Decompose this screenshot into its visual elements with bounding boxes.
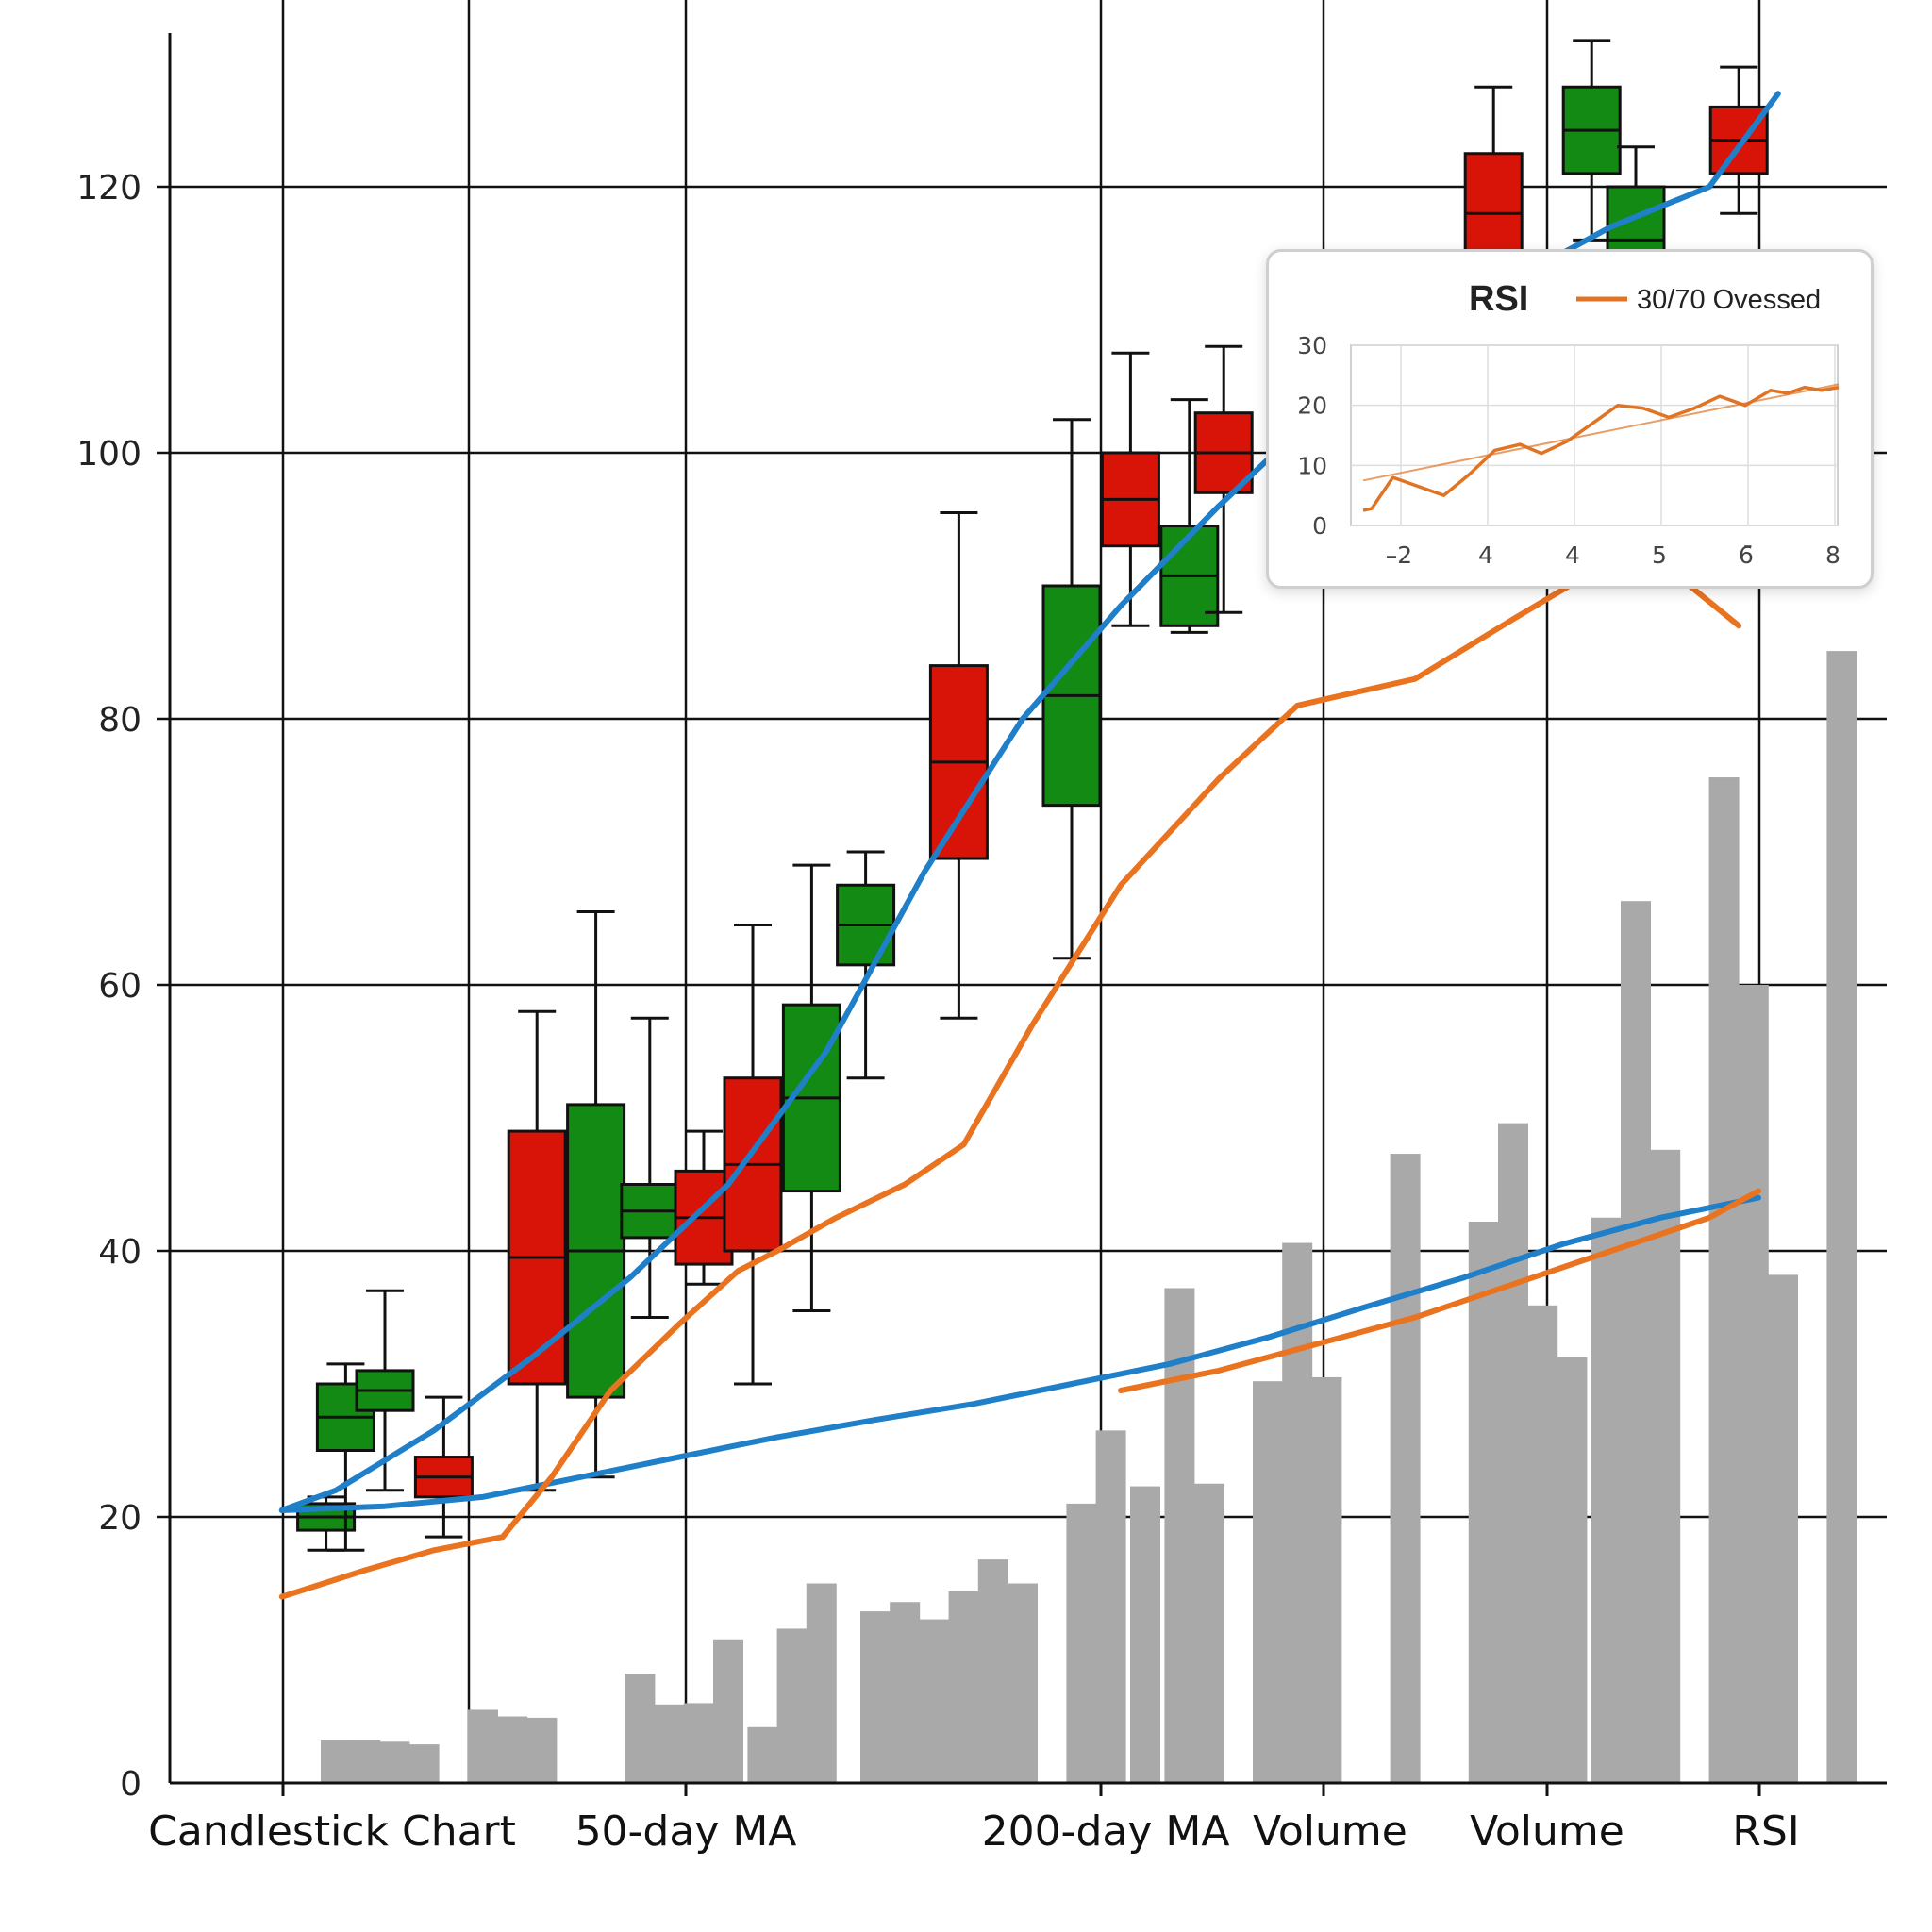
rsi-y-tick-label: 20: [1297, 392, 1327, 420]
volume-bar: [1826, 651, 1857, 1783]
volume-bar: [1468, 1221, 1499, 1783]
volume-bar: [625, 1674, 656, 1783]
x-axis-label: Candlestick Chart: [148, 1807, 516, 1856]
rsi-x-tick-label: –2: [1386, 541, 1412, 569]
rsi-inset-panel: RSI 30/70 Ovessed 0 10 20 30 –2 4 4 5 6̄ 8: [1266, 249, 1874, 589]
rsi-x-tick-label: 6̄: [1739, 541, 1754, 569]
volume-bar: [1621, 901, 1651, 1783]
volume-bar: [747, 1726, 778, 1783]
rsi-y-tick-label: 0: [1312, 512, 1327, 540]
rsi-x-tick-label: 8: [1825, 541, 1840, 569]
rsi-y-tick-label: 30: [1297, 332, 1327, 359]
rsi-lines: [1362, 383, 1840, 512]
volume-bar: [1738, 985, 1769, 1783]
volume-bar: [776, 1628, 808, 1783]
x-axis-label: Volume: [1470, 1807, 1624, 1856]
candlesticks: [296, 39, 1769, 1552]
x-axis-label: 200-day MA: [982, 1807, 1230, 1856]
volume-bar: [1253, 1381, 1283, 1783]
volume-bar: [683, 1703, 714, 1783]
volume-bar: [321, 1740, 351, 1783]
volume-bar: [497, 1716, 528, 1783]
y-tick-label: 0: [120, 1765, 142, 1804]
volume-bars: [321, 651, 1857, 1783]
volume-bar: [1008, 1583, 1038, 1783]
rsi-title: RSI: [1469, 279, 1528, 319]
y-tick-label: 20: [98, 1499, 142, 1538]
rsi-plot-frame: [1350, 344, 1839, 526]
volume-bar: [713, 1639, 743, 1783]
rsi-x-tick-label: 4: [1565, 541, 1580, 569]
candle-bullish: [315, 1362, 375, 1552]
volume-bar: [1708, 777, 1740, 1783]
volume-bar: [408, 1744, 440, 1783]
candle-bearish: [1100, 351, 1160, 627]
rsi-line: [1362, 385, 1840, 512]
candle-bullish: [781, 863, 841, 1312]
rsi-x-tick-label: 4: [1478, 541, 1493, 569]
x-axis-label: RSI: [1732, 1807, 1799, 1856]
volume-bar: [1557, 1357, 1588, 1783]
rsi-chart: RSI 30/70 Ovessed 0 10 20 30 –2 4 4 5 6̄ 8: [1297, 279, 1840, 569]
volume-bar: [1768, 1274, 1798, 1783]
volume-bar: [1130, 1486, 1160, 1783]
volume-bar: [1591, 1217, 1622, 1783]
volume-bar: [468, 1709, 498, 1783]
orange-line-lower: [1118, 1188, 1761, 1393]
y-tick-label: 120: [76, 169, 142, 208]
candle-bullish: [566, 909, 626, 1479]
volume-bar: [919, 1619, 950, 1783]
candle-bearish: [1193, 344, 1254, 614]
y-tick-label: 60: [98, 967, 142, 1006]
volume-bar: [1390, 1154, 1421, 1783]
rsi-y-tick-label: 10: [1297, 452, 1327, 479]
volume-bar: [860, 1611, 891, 1783]
volume-bar: [948, 1591, 979, 1783]
rsi-grid: [1350, 344, 1839, 526]
volume-bar: [1311, 1376, 1342, 1783]
candle-bullish: [1041, 418, 1102, 960]
volume-bar: [1527, 1305, 1558, 1783]
candle-bearish: [928, 510, 989, 1020]
rsi-axis: 0 10 20 30 –2 4 4 5 6̄ 8: [1297, 332, 1840, 569]
candle-bullish: [620, 1016, 680, 1319]
volume-bar: [350, 1740, 381, 1783]
volume-bar: [1650, 1149, 1681, 1783]
candle-bearish: [723, 924, 783, 1386]
x-axis-label: Volume: [1253, 1807, 1407, 1856]
rsi-legend-label: 30/70 Ovessed: [1637, 285, 1821, 315]
volume-bar: [977, 1559, 1008, 1783]
volume-bar: [1066, 1503, 1097, 1783]
orange-line: [278, 542, 1742, 1600]
candle-bullish: [1159, 398, 1220, 634]
rsi-x-tick-label: 5: [1652, 541, 1667, 569]
volume-bar: [1193, 1483, 1224, 1783]
y-tick-label: 80: [98, 701, 142, 740]
y-tick-label: 40: [98, 1233, 142, 1272]
volume-bar: [526, 1717, 558, 1783]
ma200-line: [278, 1194, 1761, 1513]
volume-bar: [654, 1704, 685, 1783]
volume-bar: [890, 1602, 921, 1783]
volume-bar: [1164, 1288, 1195, 1783]
candle-bullish: [836, 850, 896, 1080]
candle-bearish: [507, 1009, 567, 1492]
volume-bar: [1498, 1123, 1528, 1783]
volume-bar: [806, 1583, 837, 1783]
candle-bullish: [1561, 39, 1622, 242]
volume-bar: [1095, 1430, 1126, 1783]
rsi-trend-line: [1362, 383, 1840, 482]
y-tick-label: 100: [76, 435, 142, 474]
volume-bar: [379, 1741, 410, 1783]
x-axis-label: 50-day MA: [575, 1807, 797, 1856]
